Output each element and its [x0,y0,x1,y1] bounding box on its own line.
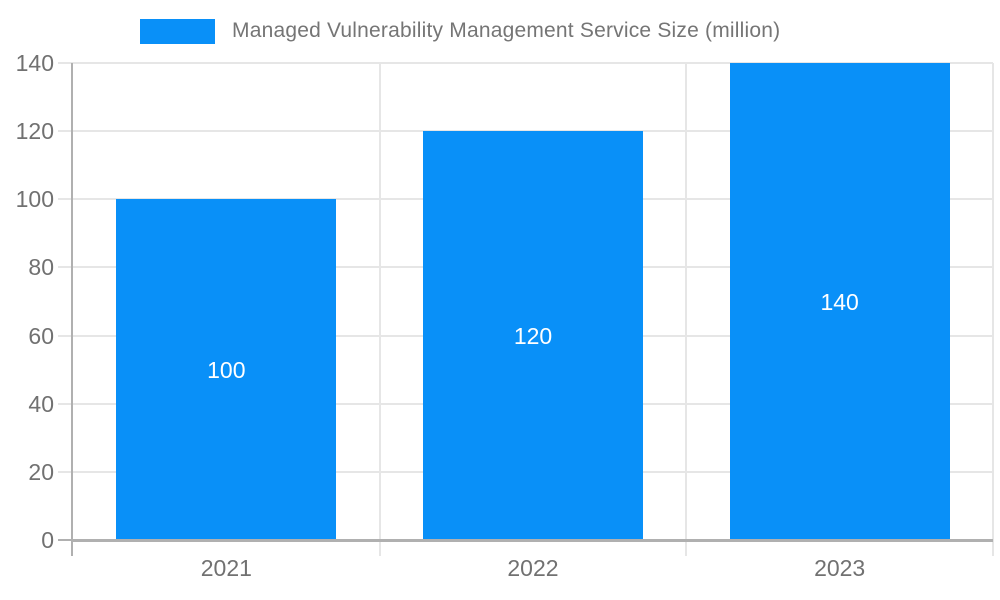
y-axis-label: 100 [15,186,54,213]
plot-right-border [992,63,994,556]
legend-label: Managed Vulnerability Management Service… [232,19,781,42]
bar-value-label: 120 [513,322,553,349]
y-axis-label: 120 [15,118,54,145]
y-axis-tick [58,539,73,541]
gridline [73,62,993,64]
x-axis-label: 2023 [814,555,866,581]
y-axis-label: 0 [41,527,54,553]
x-axis-line [71,539,993,542]
bar-2021[interactable] [116,199,337,540]
bar-value-label: 140 [820,288,859,315]
y-axis-label: 80 [28,254,54,281]
bar-2023[interactable] [729,63,950,540]
category-separator [378,63,381,556]
y-axis-label: 140 [15,50,54,76]
y-axis-label: 20 [28,458,54,485]
y-axis-label: 60 [28,322,54,349]
y-axis-tick [58,130,73,133]
y-axis-line [71,63,73,556]
y-axis-tick [58,334,73,337]
bar-value-label: 100 [207,356,246,383]
category-separator [685,63,688,556]
y-axis-label: 40 [28,390,54,417]
y-axis-tick [58,402,73,405]
x-axis-label: 2022 [507,555,559,581]
bar-2022[interactable] [423,131,643,540]
y-axis-tick [58,198,73,201]
x-axis-label: 2021 [200,555,252,581]
y-axis-tick [58,470,73,473]
legend-swatch [140,19,215,44]
y-axis-tick [58,62,73,64]
y-axis-tick [58,266,73,269]
